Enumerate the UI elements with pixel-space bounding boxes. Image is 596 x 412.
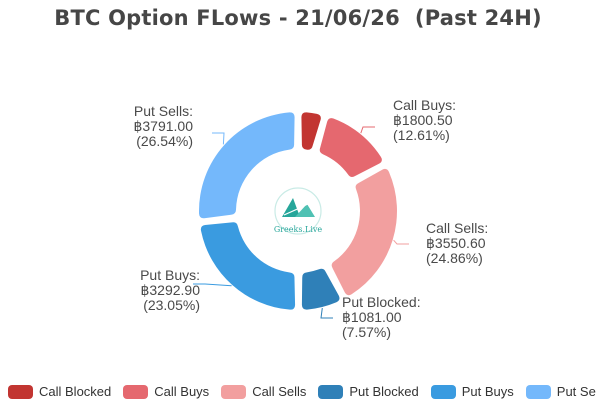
legend-swatch bbox=[318, 384, 344, 399]
logo-right-triangle-icon bbox=[295, 204, 315, 217]
slice-call-blocked[interactable] bbox=[301, 112, 321, 150]
legend-item-put-sells[interactable]: Put Sells bbox=[525, 384, 596, 399]
logo-text: Greeks.Live bbox=[274, 225, 323, 234]
legend-label: Put Blocked bbox=[349, 384, 419, 399]
legend-swatch bbox=[123, 384, 149, 399]
legend-label: Call Blocked bbox=[39, 384, 112, 399]
slice-label-call-buys: Call Buys: ฿1800.50 (12.61%) bbox=[393, 97, 456, 143]
slice-label-put-sells: Put Sells: ฿3791.00 (26.54%) bbox=[133, 103, 193, 149]
legend-item-call-buys[interactable]: Call Buys bbox=[123, 384, 209, 399]
slice-put-blocked[interactable] bbox=[301, 268, 340, 310]
logo-ring bbox=[274, 187, 322, 235]
slice-label-call-sells: Call Sells: ฿3550.60 (24.86%) bbox=[426, 220, 488, 266]
logo-left-triangle-icon bbox=[282, 198, 300, 217]
chart-legend: Call Blocked Call Buys Call Sells Put Block… bbox=[8, 384, 596, 399]
slice-call-buys[interactable] bbox=[319, 118, 382, 177]
legend-item-call-blocked[interactable]: Call Blocked bbox=[8, 384, 111, 399]
legend-item-put-buys[interactable]: Put Buys bbox=[430, 384, 514, 399]
slice-put-buys[interactable] bbox=[200, 222, 296, 310]
legend-swatch bbox=[221, 384, 247, 399]
legend-label: Call Buys bbox=[154, 384, 210, 399]
slice-call-sells[interactable] bbox=[331, 168, 397, 296]
label-line-put-blocked bbox=[320, 307, 333, 319]
legend-swatch bbox=[430, 384, 456, 399]
donut-slices bbox=[198, 112, 397, 310]
slice-label-put-blocked: Put Blocked: ฿1081.00 (7.57%) bbox=[342, 294, 421, 340]
legend-swatch bbox=[525, 384, 551, 399]
legend-label: Put Sells bbox=[556, 384, 596, 399]
legend-label: Call Sells bbox=[252, 384, 307, 399]
donut-chart: Call Buys: ฿1800.50 (12.61%) Call Sells: ฿35… bbox=[133, 97, 488, 340]
label-line-put-sells bbox=[212, 132, 225, 145]
legend-item-call-sells[interactable]: Call Sells bbox=[221, 384, 306, 399]
label-line-call-sells bbox=[393, 239, 409, 245]
legend-swatch bbox=[8, 384, 33, 399]
chart-title: BTC Option FLows - 21/06/26 (Past 24H) bbox=[54, 6, 542, 30]
legend-item-put-blocked[interactable]: Put Blocked bbox=[318, 384, 419, 399]
label-line-put-buys bbox=[193, 283, 232, 287]
slice-labels: Call Buys: ฿1800.50 (12.61%) Call Sells: ฿35… bbox=[133, 97, 488, 340]
legend-label: Put Buys bbox=[461, 384, 514, 399]
greeks-live-logo: Greeks.Live bbox=[274, 187, 323, 235]
logo-curve-icon bbox=[283, 201, 313, 216]
label-line-call-buys bbox=[360, 126, 375, 134]
slice-put-sells[interactable] bbox=[198, 112, 295, 219]
slice-label-put-buys: Put Buys: ฿3292.90 (23.05%) bbox=[140, 267, 200, 313]
